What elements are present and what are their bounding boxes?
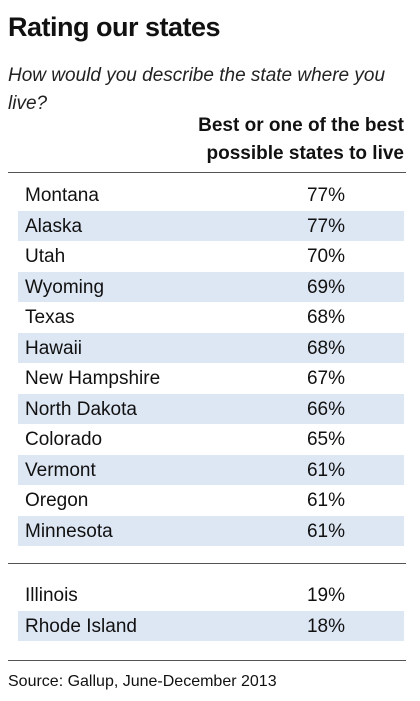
state-name: Rhode Island <box>25 615 137 637</box>
percentage: 66% <box>306 398 346 420</box>
state-name: Oregon <box>25 490 89 511</box>
state-name: Alaska <box>25 215 83 237</box>
state-name: New Hampshire <box>25 368 161 389</box>
state-name: Utah <box>25 246 66 267</box>
percentage: 77% <box>306 215 346 237</box>
rule <box>8 563 406 564</box>
state-name: Colorado <box>25 429 103 450</box>
column-header: Best or one of the best possible states … <box>198 115 404 164</box>
percentage: 68% <box>306 337 346 359</box>
rule <box>8 660 406 661</box>
percentage: 70% <box>306 246 346 267</box>
state-name: Vermont <box>25 459 96 481</box>
table-row: Montana 77% <box>18 180 404 211</box>
percentage: 69% <box>306 276 346 298</box>
table-row: Vermont 61% <box>18 454 404 485</box>
table-row: Utah 70% <box>18 241 404 272</box>
percentage: 65% <box>306 429 346 450</box>
table-row: Oregon 61% <box>18 485 404 516</box>
table-row: Illinois 19% <box>18 580 404 611</box>
state-name: Texas <box>25 307 75 328</box>
percentage: 19% <box>306 585 346 606</box>
percentage: 77% <box>306 185 346 206</box>
state-name: North Dakota <box>25 398 137 420</box>
subtitle: How would you describe the state where y… <box>8 65 386 114</box>
percentage: 18% <box>306 615 346 637</box>
state-name: Illinois <box>25 585 78 606</box>
table-row: Texas 68% <box>18 302 404 333</box>
table-row: Hawaii 68% <box>18 332 404 363</box>
state-name: Montana <box>25 185 99 206</box>
table-row: North Dakota 66% <box>18 393 404 424</box>
title: Rating our states <box>8 12 221 42</box>
state-name: Hawaii <box>25 337 83 359</box>
source: Source: Gallup, June-December 2013 <box>8 673 277 690</box>
percentage: 67% <box>306 368 346 389</box>
table-row: Colorado 65% <box>18 424 404 455</box>
rule <box>8 172 406 173</box>
table-row: New Hampshire 67% <box>18 363 404 394</box>
table-row: Rhode Island 18% <box>18 610 404 641</box>
table-row: Wyoming 69% <box>18 271 404 302</box>
percentage: 61% <box>306 490 346 511</box>
state-name: Minnesota <box>25 520 113 542</box>
percentage: 61% <box>306 459 346 481</box>
state-name: Wyoming <box>25 276 105 298</box>
table-row: Minnesota 61% <box>18 515 404 546</box>
percentage: 68% <box>306 307 346 328</box>
table-row: Alaska 77% <box>18 210 404 241</box>
percentage: 61% <box>306 520 346 542</box>
